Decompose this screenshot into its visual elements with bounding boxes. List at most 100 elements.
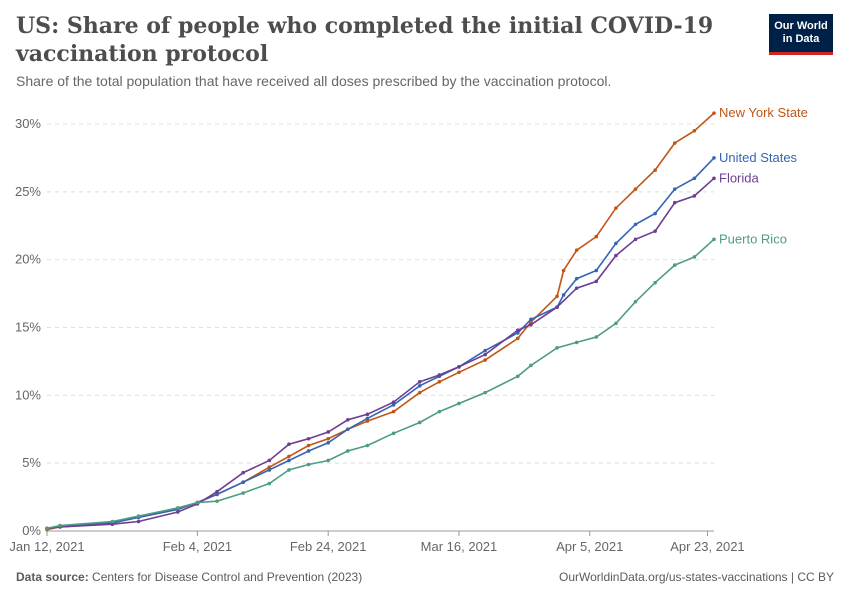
data-point xyxy=(633,299,638,304)
data-point xyxy=(417,420,422,425)
data-point xyxy=(267,458,272,463)
data-point xyxy=(457,365,461,369)
data-point xyxy=(594,335,599,339)
data-point xyxy=(287,458,291,463)
data-point xyxy=(110,519,115,524)
data-point xyxy=(529,322,533,327)
data-point xyxy=(287,468,291,472)
data-point xyxy=(391,431,396,436)
data-point xyxy=(483,348,487,353)
data-point xyxy=(692,176,697,181)
x-tick-label: Apr 23, 2021 xyxy=(670,539,744,554)
data-point xyxy=(195,500,200,505)
data-point xyxy=(365,412,370,417)
data-point xyxy=(653,280,657,285)
data-point xyxy=(287,442,291,446)
data-point xyxy=(672,141,677,145)
data-point xyxy=(457,370,461,375)
data-point xyxy=(215,489,219,494)
data-point xyxy=(391,400,396,404)
data-point xyxy=(241,491,245,495)
data-point xyxy=(712,111,716,115)
legend-label: United States xyxy=(719,150,798,165)
legend-label: Florida xyxy=(719,170,760,185)
data-point xyxy=(365,416,370,421)
data-point xyxy=(391,409,396,414)
data-point xyxy=(306,449,311,453)
data-point xyxy=(391,403,396,407)
data-point xyxy=(712,176,716,181)
data-point xyxy=(306,443,311,448)
data-point xyxy=(555,305,559,309)
data-point xyxy=(561,268,566,273)
data-point xyxy=(417,379,422,384)
data-point xyxy=(241,470,245,475)
data-point xyxy=(574,286,579,290)
x-tick-label: Jan 12, 2021 xyxy=(9,539,84,554)
data-point xyxy=(45,526,49,531)
series-line xyxy=(46,112,715,531)
data-point xyxy=(594,268,599,273)
data-point xyxy=(692,128,697,133)
data-point xyxy=(594,279,599,284)
data-point xyxy=(175,506,180,510)
data-point xyxy=(633,237,638,242)
data-point xyxy=(346,449,350,453)
data-point xyxy=(58,523,62,528)
chart-subtitle: Share of the total population that have … xyxy=(16,73,612,89)
source-text[interactable]: Centers for Disease Control and Preventi… xyxy=(92,570,363,584)
data-point xyxy=(692,255,697,259)
logo-line-1: Our World xyxy=(774,20,828,32)
series-line xyxy=(46,177,715,530)
data-point xyxy=(437,379,442,384)
data-point xyxy=(365,443,370,448)
data-point xyxy=(614,321,618,326)
data-point xyxy=(653,168,657,172)
y-tick-label: 5% xyxy=(22,455,41,470)
data-point xyxy=(516,374,520,379)
data-point xyxy=(672,187,677,191)
data-point xyxy=(712,237,716,242)
data-point xyxy=(574,276,579,281)
data-point xyxy=(672,200,677,205)
y-tick-label: 10% xyxy=(15,387,41,402)
owid-logo[interactable]: Our World in Data xyxy=(769,14,833,55)
source-url[interactable]: OurWorldinData.org/us-states-vaccination… xyxy=(559,570,834,584)
data-point xyxy=(633,187,638,191)
data-point xyxy=(437,373,442,377)
y-tick-label: 20% xyxy=(15,252,41,267)
logo-line-2: in Data xyxy=(782,33,820,45)
grid-layer: 0% 5% 10% 15% 20% 25% 30% xyxy=(15,116,714,538)
data-point xyxy=(633,222,638,227)
data-point xyxy=(529,363,533,368)
data-point xyxy=(692,194,697,198)
data-point xyxy=(529,317,533,322)
legend-label: New York State xyxy=(719,105,808,120)
data-point xyxy=(306,436,311,441)
data-point xyxy=(457,401,461,406)
data-point xyxy=(672,263,677,267)
source-label: Data source: xyxy=(16,570,89,584)
data-point xyxy=(326,441,330,445)
data-point xyxy=(417,384,422,388)
data-point xyxy=(346,417,350,422)
data-point xyxy=(267,468,272,472)
data-point xyxy=(483,390,487,395)
data-point xyxy=(653,211,657,216)
data-point xyxy=(136,514,141,518)
data-point xyxy=(437,409,442,414)
data-point xyxy=(175,510,180,514)
data-point xyxy=(306,462,311,467)
legend-layer: New York State United States Florida Puerto… xyxy=(719,105,808,246)
data-point xyxy=(346,427,350,432)
data-point xyxy=(614,206,618,210)
y-tick-label: 25% xyxy=(15,184,41,199)
y-tick-label: 30% xyxy=(15,116,41,131)
line-chart: 0% 5% 10% 15% 20% 25% 30% Jan 12, 2021 Feb 4, 2… xyxy=(9,105,808,554)
data-point xyxy=(365,419,370,423)
data-point xyxy=(516,336,520,341)
legend-label: Puerto Rico xyxy=(719,231,787,246)
y-tick-label: 15% xyxy=(15,320,41,335)
footer: Data source: Centers for Disease Control… xyxy=(16,570,834,584)
y-tick-label: 0% xyxy=(22,523,41,538)
